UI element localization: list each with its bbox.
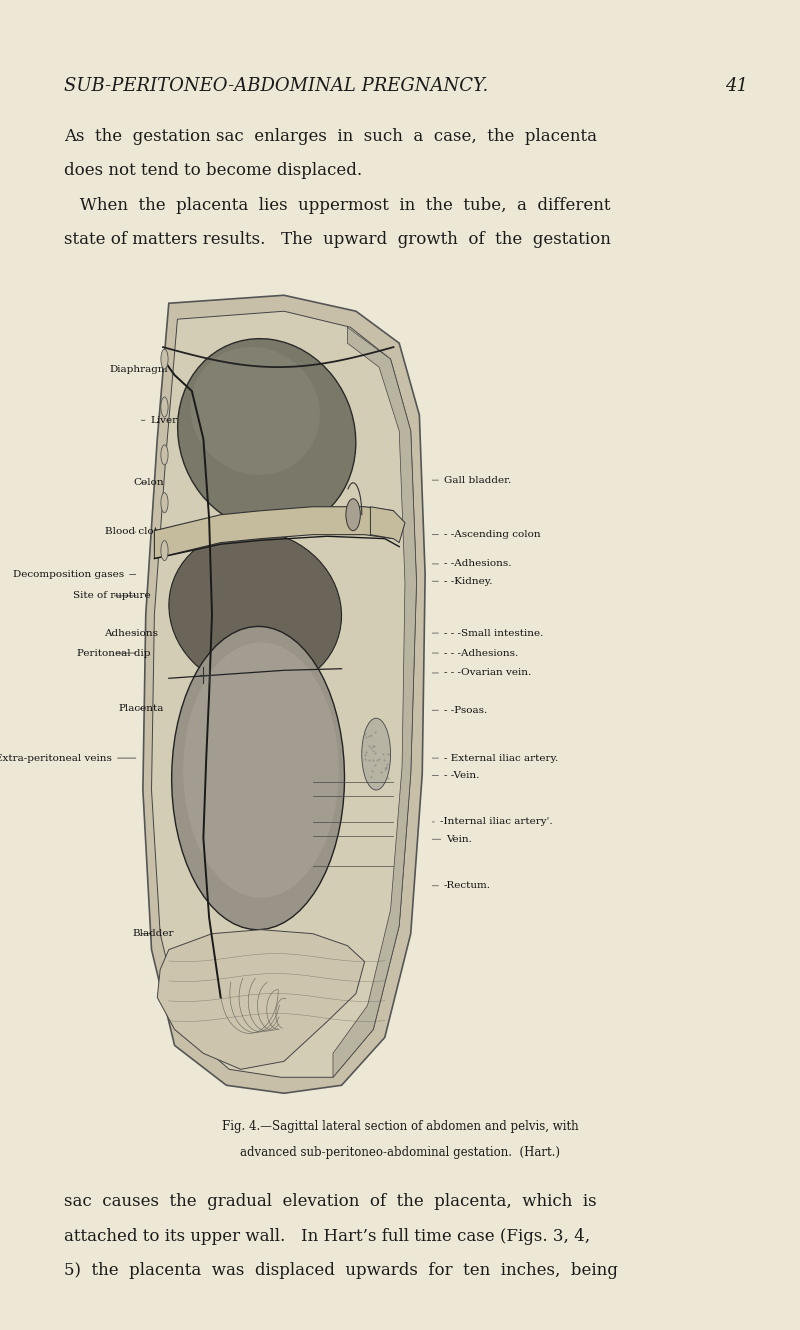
Text: - External iliac artery.: - External iliac artery.	[432, 754, 558, 762]
Text: -Rectum.: -Rectum.	[432, 882, 491, 890]
Polygon shape	[151, 311, 417, 1077]
Text: - -Adhesions.: - -Adhesions.	[432, 560, 511, 568]
Text: Vein.: Vein.	[432, 835, 472, 843]
Ellipse shape	[172, 626, 345, 930]
Text: Extra-peritoneal veins: Extra-peritoneal veins	[0, 754, 136, 762]
Text: Colon: Colon	[134, 479, 164, 487]
Ellipse shape	[161, 348, 168, 368]
Text: SUB-PERITONEO-ABDOMINAL PREGNANCY.: SUB-PERITONEO-ABDOMINAL PREGNANCY.	[64, 77, 488, 96]
Ellipse shape	[178, 339, 356, 531]
Text: - -Ascending colon: - -Ascending colon	[432, 531, 541, 539]
Text: Fig. 4.—Sagittal lateral section of abdomen and pelvis, with: Fig. 4.—Sagittal lateral section of abdo…	[222, 1120, 578, 1133]
Text: Placenta: Placenta	[118, 705, 164, 713]
Text: - -Psoas.: - -Psoas.	[432, 706, 487, 714]
Ellipse shape	[346, 499, 360, 531]
Text: Decomposition gases: Decomposition gases	[13, 571, 136, 579]
Polygon shape	[158, 930, 365, 1069]
Text: - - -Adhesions.: - - -Adhesions.	[432, 649, 518, 657]
Ellipse shape	[190, 347, 320, 475]
Ellipse shape	[183, 642, 338, 898]
Text: Bladder: Bladder	[133, 930, 174, 938]
Text: Adhesions: Adhesions	[104, 629, 158, 637]
Polygon shape	[143, 295, 425, 1093]
Text: 5)  the  placenta  was  displaced  upwards  for  ten  inches,  being: 5) the placenta was displaced upwards fo…	[64, 1262, 618, 1279]
Text: Gall bladder.: Gall bladder.	[432, 476, 511, 484]
Text: 41: 41	[725, 77, 748, 96]
Text: Liver: Liver	[142, 416, 178, 424]
Ellipse shape	[169, 531, 342, 690]
Text: sac  causes  the  gradual  elevation  of  the  placenta,  which  is: sac causes the gradual elevation of the …	[64, 1193, 597, 1210]
Text: - -Vein.: - -Vein.	[432, 771, 479, 779]
Text: -Internal iliac artery'.: -Internal iliac artery'.	[432, 818, 553, 826]
Ellipse shape	[161, 396, 168, 418]
Text: - -Kidney.: - -Kidney.	[432, 577, 493, 585]
Polygon shape	[370, 507, 405, 543]
Text: Site of rupture: Site of rupture	[73, 592, 150, 600]
Text: Diaphragm: Diaphragm	[110, 366, 168, 374]
Ellipse shape	[161, 444, 168, 464]
Text: Blood clot: Blood clot	[106, 528, 158, 536]
Ellipse shape	[161, 492, 168, 512]
Ellipse shape	[161, 540, 168, 561]
Text: advanced sub-peritoneo-abdominal gestation.  (Hart.): advanced sub-peritoneo-abdominal gestati…	[240, 1146, 560, 1160]
Polygon shape	[333, 327, 417, 1077]
Text: state of matters results.   The  upward  growth  of  the  gestation: state of matters results. The upward gro…	[64, 231, 611, 249]
Polygon shape	[154, 507, 394, 559]
Text: Peritoneal dip: Peritoneal dip	[77, 649, 150, 657]
Text: attached to its upper wall.   In Hart’s full time case (Figs. 3, 4,: attached to its upper wall. In Hart’s fu…	[64, 1228, 590, 1245]
Ellipse shape	[362, 718, 390, 790]
Text: does not tend to become displaced.: does not tend to become displaced.	[64, 162, 362, 180]
Text: When  the  placenta  lies  uppermost  in  the  tube,  a  different: When the placenta lies uppermost in the …	[64, 197, 610, 214]
Text: - - -Ovarian vein.: - - -Ovarian vein.	[432, 669, 531, 677]
Text: As  the  gestation sac  enlarges  in  such  a  case,  the  placenta: As the gestation sac enlarges in such a …	[64, 128, 597, 145]
Text: - - -Small intestine.: - - -Small intestine.	[432, 629, 543, 637]
